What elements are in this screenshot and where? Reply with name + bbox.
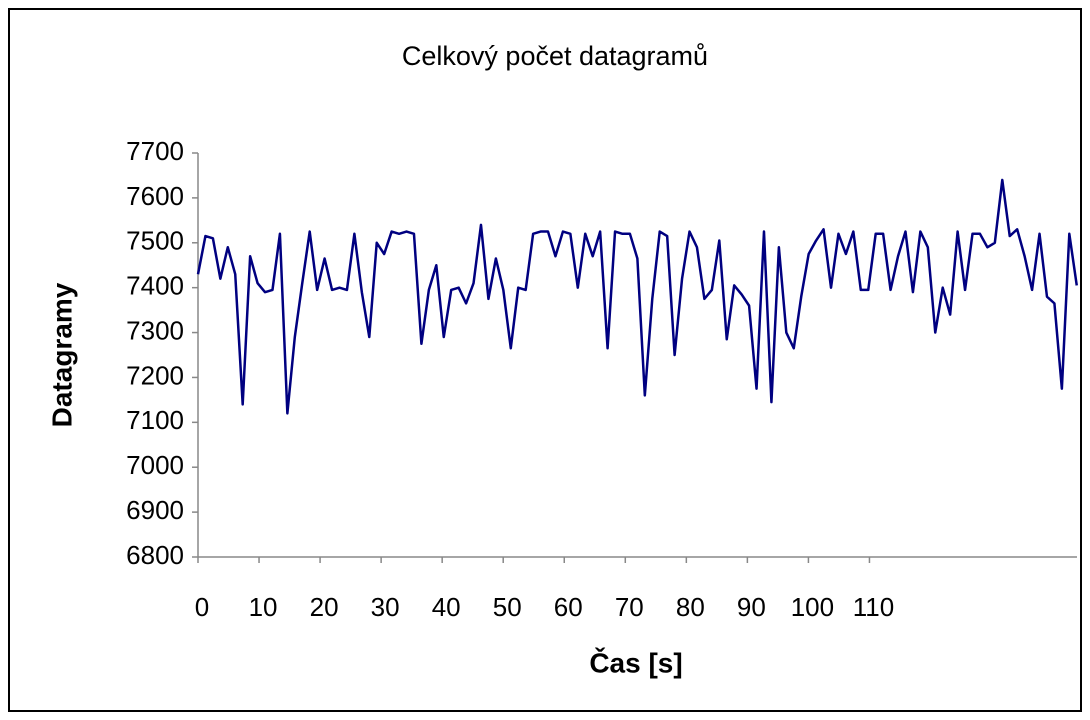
y-tick-label: 7700	[126, 136, 184, 166]
x-tick-label: 90	[737, 592, 766, 622]
x-tick-label: 10	[249, 592, 278, 622]
data-line	[196, 178, 1078, 415]
y-tick-label: 7500	[126, 226, 184, 256]
x-tick-label: 0	[195, 592, 209, 622]
y-tick-label: 7000	[126, 450, 184, 480]
x-tick-label: 80	[676, 592, 705, 622]
y-tick-label: 7100	[126, 405, 184, 435]
y-tick-label: 6800	[126, 540, 184, 570]
x-tick-label: 70	[615, 592, 644, 622]
chart-border	[8, 8, 1082, 712]
y-tick-label: 7300	[126, 315, 184, 345]
x-tick-label: 20	[310, 592, 339, 622]
x-tick-label: 40	[432, 592, 461, 622]
y-tick-label: 7400	[126, 271, 184, 301]
x-tick-label: 30	[371, 592, 400, 622]
x-axis-title: Čas [s]	[589, 646, 682, 678]
y-tick-label: 7600	[126, 181, 184, 211]
x-tick-label: 100	[791, 592, 834, 622]
y-tick-label: 6900	[126, 495, 184, 525]
chart-title: Celkový počet datagramů	[402, 41, 708, 71]
y-tick-label: 7200	[126, 360, 184, 390]
x-tick-label: 60	[554, 592, 583, 622]
x-tick-label: 50	[493, 592, 522, 622]
y-axis-title: Datagramy	[46, 282, 77, 427]
x-tick-label: 110	[853, 592, 894, 622]
